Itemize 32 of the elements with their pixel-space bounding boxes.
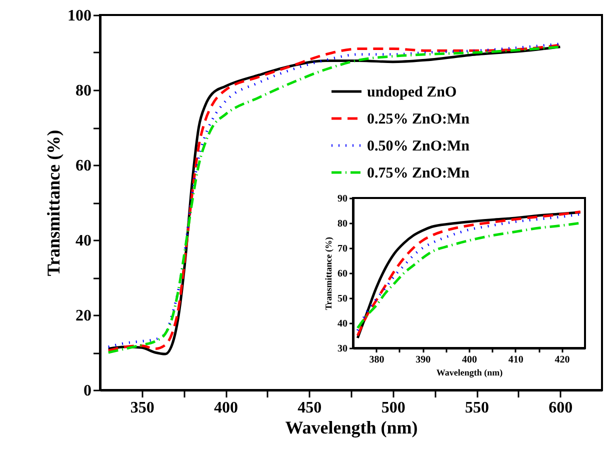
legend-label: undoped ZnO bbox=[367, 84, 457, 100]
y-tick-label: 100 bbox=[68, 8, 92, 24]
y-axis-title: Transmittance (%) bbox=[324, 236, 334, 310]
x-tick-label: 450 bbox=[298, 400, 322, 416]
x-tick-label: 400 bbox=[214, 400, 238, 416]
x-axis-title: Wavelength (nm) bbox=[285, 418, 418, 438]
y-tick-label: 60 bbox=[76, 158, 92, 174]
legend-label: 0.75% ZnO:Mn bbox=[367, 166, 470, 182]
x-tick-label: 600 bbox=[548, 400, 573, 416]
x-tick-label: 380 bbox=[369, 354, 384, 366]
y-tick-label: 40 bbox=[76, 232, 92, 250]
x-tick-label: 350 bbox=[130, 400, 154, 416]
x-tick-label: 500 bbox=[381, 400, 406, 416]
y-tick-label: 80 bbox=[76, 82, 92, 100]
x-tick-label: 410 bbox=[508, 354, 524, 366]
legend-label: 0.50% ZnO:Mn bbox=[367, 138, 470, 154]
legend-label: 0.25% ZnO:Mn bbox=[367, 112, 470, 128]
y-tick-label: 90 bbox=[338, 194, 348, 204]
x-axis-title: Wavelength (nm) bbox=[436, 368, 503, 378]
y-tick-label: 50 bbox=[338, 294, 348, 304]
x-tick-label: 420 bbox=[554, 354, 570, 366]
y-tick-label: 80 bbox=[338, 218, 348, 230]
y-axis-title: Transmittance (%) bbox=[44, 130, 64, 276]
x-tick-label: 390 bbox=[416, 354, 431, 366]
y-tick-label: 30 bbox=[338, 344, 348, 354]
y-tick-label: 0 bbox=[84, 382, 92, 400]
y-tick-label: 40 bbox=[338, 318, 348, 330]
x-tick-label: 400 bbox=[462, 354, 477, 366]
y-tick-label: 60 bbox=[338, 268, 348, 280]
y-tick-label: 20 bbox=[76, 308, 92, 324]
x-tick-label: 550 bbox=[465, 400, 489, 416]
y-tick-label: 70 bbox=[338, 244, 348, 254]
